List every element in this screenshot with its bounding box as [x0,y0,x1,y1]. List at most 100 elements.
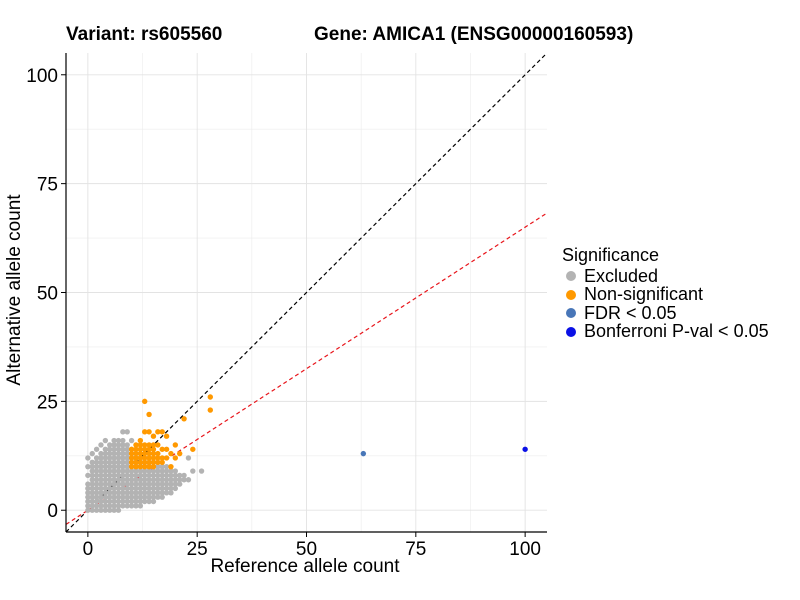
point-excluded [89,468,95,474]
point-excluded [107,450,113,457]
point-non-significant [133,442,139,448]
point-excluded [128,477,135,483]
point-excluded [111,477,117,483]
point-excluded [168,477,174,483]
x-tick-label: 0 [83,539,94,560]
point-non-significant [150,459,157,466]
point-excluded [120,498,126,505]
chart-title-variant: Variant: rs605560 [66,24,223,45]
point-excluded [115,437,122,444]
point-excluded [190,468,196,474]
x-tick-label: 100 [509,539,541,560]
point-excluded [107,490,113,496]
point-excluded [137,468,144,474]
point-excluded [128,494,135,500]
point-excluded [133,503,139,509]
point-non-significant [150,450,157,457]
point-excluded [111,437,117,444]
point-excluded [150,494,157,500]
point-excluded [98,507,104,513]
point-excluded [102,455,109,461]
point-excluded [85,485,91,492]
point-excluded [181,477,187,483]
point-excluded [172,468,179,474]
legend-swatch [566,326,576,337]
point-non-significant [150,455,157,461]
x-tick-label: 50 [296,539,317,560]
point-non-significant [163,455,170,461]
point-excluded [128,481,135,487]
point-excluded [115,450,122,457]
point-non-significant [142,446,148,452]
point-excluded [124,459,130,466]
point-excluded [120,442,126,448]
point-excluded [85,455,91,461]
point-excluded [107,459,113,466]
point-excluded [98,463,104,470]
x-axis-label: Reference allele count [210,556,400,577]
point-excluded [120,450,126,457]
point-excluded [120,481,126,487]
point-non-significant [137,442,144,448]
point-excluded [120,468,126,474]
point-non-significant [146,446,152,452]
x-tick-label: 75 [405,539,426,560]
point-excluded [159,490,165,496]
point-excluded [163,485,170,492]
point-non-significant [146,411,152,418]
point-excluded [124,429,130,435]
point-excluded [102,494,109,500]
point-non-significant [168,463,174,470]
point-excluded [93,485,100,492]
point-non-significant [155,429,161,435]
point-non-significant [155,442,161,448]
y-tick-label: 100 [26,66,58,87]
point-excluded [120,494,126,500]
point-excluded [124,446,130,452]
legend-title: Significance [562,245,660,265]
legend: Significance Excluded Non-significant FDR … [562,245,769,341]
point-excluded [155,490,161,496]
point-excluded [98,490,104,496]
point-excluded [163,477,170,483]
point-excluded [146,477,152,483]
point-non-significant [142,459,148,466]
point-excluded [133,481,139,487]
point-excluded [89,503,95,509]
point-excluded [133,485,139,492]
point-excluded [93,459,100,466]
point-excluded [128,485,135,492]
point-non-significant [159,429,165,435]
y-tick-label: 75 [37,175,58,196]
point-excluded [181,472,187,479]
point-excluded [115,507,122,513]
point-excluded [120,477,126,483]
legend-swatch [566,308,576,319]
point-excluded [111,442,117,448]
point-excluded [115,455,122,461]
point-non-significant [142,398,148,405]
point-excluded [128,498,135,505]
point-excluded [102,459,109,466]
point-excluded [142,477,148,483]
point-excluded [120,463,126,470]
point-excluded [93,455,100,461]
point-excluded [93,494,100,500]
point-excluded [146,472,152,479]
point-non-significant [176,450,183,457]
point-excluded [155,481,161,487]
point-excluded [159,468,165,474]
point-excluded [107,503,113,509]
point-excluded [115,477,122,483]
point-non-significant [163,446,170,452]
point-excluded [124,472,130,479]
point-excluded [111,446,117,452]
point-non-significant [172,455,179,461]
point-excluded [115,442,122,448]
point-excluded [150,498,157,505]
point-non-significant [133,459,139,466]
point-non-significant [142,429,148,435]
legend-label: FDR < 0.05 [584,302,677,323]
point-non-significant [142,463,148,470]
y-tick-label: 0 [47,501,58,522]
